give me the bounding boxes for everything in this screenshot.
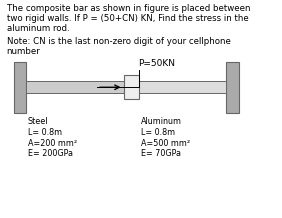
- Text: number: number: [7, 47, 40, 56]
- Bar: [124, 75, 140, 99]
- Text: E= 200GPa: E= 200GPa: [28, 150, 73, 158]
- Bar: [226, 62, 239, 113]
- Text: aluminum rod.: aluminum rod.: [7, 24, 69, 33]
- Text: Note: CN is the last non-zero digit of your cellphone: Note: CN is the last non-zero digit of y…: [7, 37, 231, 46]
- Text: The composite bar as shown in figure is placed between: The composite bar as shown in figure is …: [7, 4, 250, 13]
- Text: E= 70GPa: E= 70GPa: [141, 150, 181, 158]
- Text: two rigid walls. If P = (50+CN) KN, Find the stress in the: two rigid walls. If P = (50+CN) KN, Find…: [7, 14, 248, 23]
- Text: A=500 mm²: A=500 mm²: [141, 139, 190, 148]
- Text: Aluminum: Aluminum: [141, 117, 182, 126]
- Text: Steel: Steel: [28, 117, 49, 126]
- Text: L= 0.8m: L= 0.8m: [28, 128, 62, 137]
- Bar: [26, 81, 124, 93]
- Text: P=50KN: P=50KN: [138, 59, 176, 68]
- Bar: [140, 81, 226, 93]
- Text: A=200 mm²: A=200 mm²: [28, 139, 77, 148]
- Bar: [14, 62, 26, 113]
- Text: L= 0.8m: L= 0.8m: [141, 128, 175, 137]
